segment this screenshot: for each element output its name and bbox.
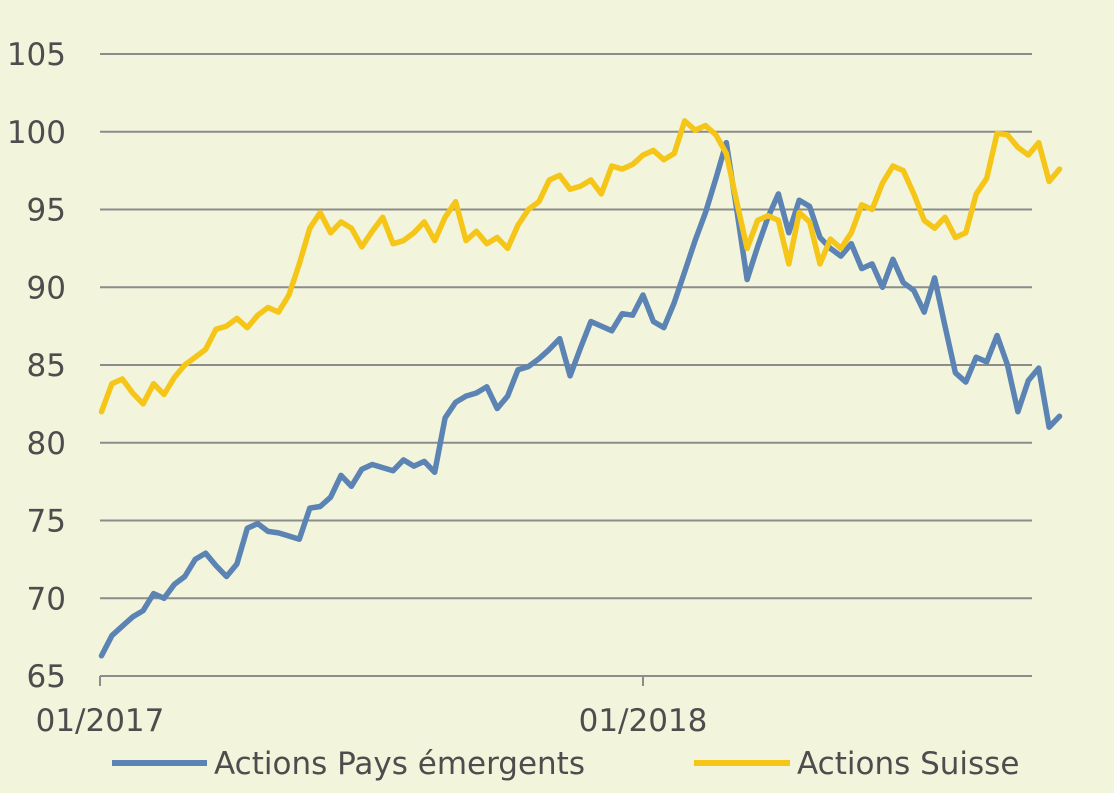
x-tick-labels: 01/2017 01/2018 — [36, 703, 708, 739]
x-tick-label: 01/2018 — [579, 703, 708, 739]
legend: Actions Pays émergents Actions Suisse — [112, 746, 1019, 782]
x-tick-label: 01/2017 — [36, 703, 165, 739]
legend-label: Actions Suisse — [797, 746, 1019, 782]
x-axis — [99, 675, 1032, 686]
y-tick-label: 95 — [27, 193, 66, 229]
y-tick-label: 90 — [27, 270, 66, 306]
y-tick-label: 105 — [7, 37, 66, 73]
y-tick-label: 85 — [27, 348, 66, 384]
y-tick-label: 100 — [7, 115, 66, 151]
y-tick-labels: 65 70 75 80 85 90 95 100 105 — [7, 37, 66, 695]
legend-label: Actions Pays émergents — [214, 746, 585, 782]
y-tick-label: 75 — [27, 504, 66, 540]
gridlines — [100, 53, 1032, 600]
y-tick-label: 80 — [27, 426, 66, 462]
series-line-1 — [98, 118, 1063, 415]
series-lines — [98, 118, 1063, 659]
y-tick-label: 70 — [27, 581, 66, 617]
series-line-0 — [98, 139, 1063, 659]
y-tick-label: 65 — [27, 659, 66, 695]
